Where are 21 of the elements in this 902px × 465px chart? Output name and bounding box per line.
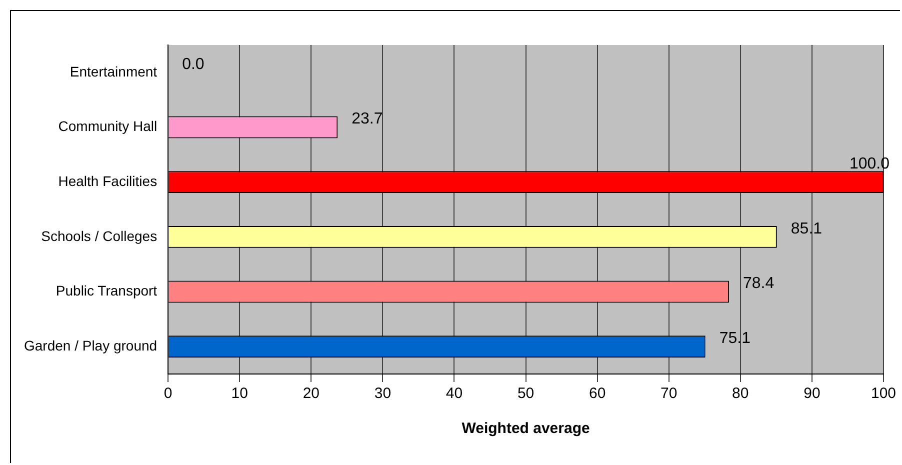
x-tick-label: 30	[374, 385, 392, 402]
y-tick-label: Entertainment	[70, 63, 158, 80]
x-axis-title: Weighted average	[462, 420, 590, 438]
x-tick-label: 80	[732, 385, 749, 402]
y-tick-label: Schools / Colleges	[41, 228, 158, 244]
x-tick-label: 100	[870, 385, 896, 402]
y-tick-label: Public Transport	[56, 282, 158, 299]
data-label: 0.0	[182, 56, 204, 73]
x-tick-label: 20	[302, 385, 320, 402]
x-tick-label: 70	[660, 385, 678, 402]
y-tick-label: Health Facilities	[58, 172, 158, 189]
x-tick-label: 50	[517, 385, 534, 402]
x-tick-label: 0	[164, 385, 172, 402]
data-label: 23.7	[352, 110, 383, 128]
y-tick-label: Community Hall	[58, 118, 158, 134]
x-tick-label: 60	[588, 385, 606, 402]
data-label: 78.4	[742, 275, 774, 292]
x-tick-label: 90	[804, 385, 820, 402]
x-tick-label: 40	[446, 385, 463, 402]
x-tick-label: 10	[231, 385, 248, 402]
y-tick-label: Garden / Play ground	[24, 337, 158, 354]
